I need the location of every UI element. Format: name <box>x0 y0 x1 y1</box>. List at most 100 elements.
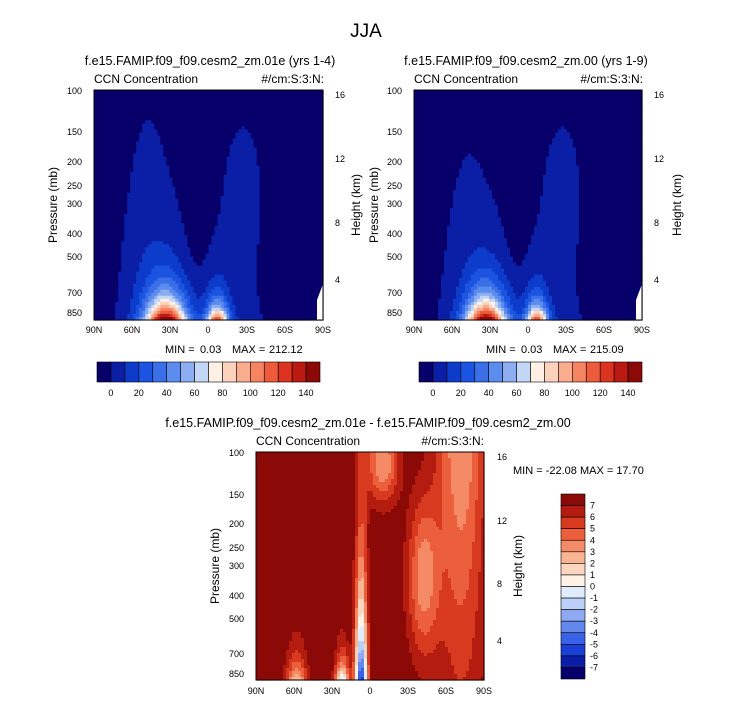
contour-cell <box>127 189 131 194</box>
contour-cell <box>295 183 300 188</box>
contour-cell <box>241 214 246 218</box>
contour-cell <box>181 211 185 215</box>
contour-cell <box>163 147 167 152</box>
contour-cell <box>280 259 285 264</box>
contour-cell <box>304 244 309 248</box>
contour-cell <box>307 90 312 94</box>
contour-cell <box>235 168 240 173</box>
contour-cell <box>265 120 270 124</box>
contour-cell <box>250 244 255 248</box>
contour-cell <box>262 93 267 97</box>
contour-cell <box>274 265 279 270</box>
contour-cell <box>283 135 288 140</box>
contour-cell <box>115 177 119 182</box>
contour-cell <box>214 171 219 176</box>
contour-cell <box>292 120 297 124</box>
contour-cell <box>277 129 282 133</box>
contour-cell <box>139 253 143 258</box>
contour-cell <box>271 162 276 167</box>
contour-cell <box>166 198 170 203</box>
contour-cell <box>109 244 113 248</box>
contour-cell <box>115 232 119 236</box>
contour-cell <box>250 283 255 288</box>
contour-cell <box>250 108 255 112</box>
contour-cell <box>274 132 279 136</box>
contour-cell <box>181 126 185 130</box>
contour-cell <box>319 214 324 218</box>
contour-cell <box>304 126 309 130</box>
contour-cell <box>313 256 318 261</box>
contour-cell <box>127 141 131 146</box>
contour-cell <box>94 153 98 158</box>
contour-cell <box>226 226 231 230</box>
contour-cell <box>166 99 170 103</box>
contour-cell <box>220 153 225 158</box>
contour-cell <box>277 126 282 130</box>
contour-cell <box>205 198 210 203</box>
contour-cell <box>292 147 297 152</box>
contour-cell <box>109 201 113 206</box>
contour-cell <box>190 123 195 127</box>
contour-cell <box>316 168 321 173</box>
contour-cell <box>166 96 170 100</box>
contour-cell <box>178 259 182 264</box>
contour-cell <box>205 165 210 170</box>
contour-cell <box>148 189 152 194</box>
contour-cell <box>316 265 321 270</box>
contour-cell <box>184 96 188 100</box>
contour-cell <box>292 93 297 97</box>
contour-cell <box>220 114 225 118</box>
contour-cell <box>310 159 315 164</box>
contour-cell <box>262 226 267 230</box>
contour-cell <box>274 138 279 143</box>
contour-cell <box>193 223 198 227</box>
contour-cell <box>163 268 167 273</box>
contour-cell <box>205 159 210 164</box>
contour-cell <box>133 262 137 267</box>
contour-cell <box>139 189 143 194</box>
contour-cell <box>238 268 243 273</box>
contour-cell <box>112 256 116 261</box>
contour-cell <box>289 201 294 206</box>
contour-cell <box>100 259 104 264</box>
contour-cell <box>289 174 294 179</box>
contour-cell <box>277 232 282 236</box>
contour-cell <box>247 168 252 173</box>
contour-cell <box>226 153 231 158</box>
contour-cell <box>148 283 152 288</box>
contour-cell <box>283 235 288 239</box>
contour-cell <box>184 90 188 94</box>
contour-cell <box>208 135 213 140</box>
contour-cell <box>256 93 261 97</box>
contour-cell <box>295 132 300 136</box>
contour-cell <box>292 99 297 103</box>
contour-cell <box>190 174 195 179</box>
contour-cell <box>190 132 195 136</box>
contour-cell <box>262 256 267 261</box>
contour-cell <box>130 244 134 248</box>
contour-cell <box>208 280 213 285</box>
contour-cell <box>118 274 122 279</box>
contour-cell <box>205 186 210 191</box>
contour-cell <box>208 244 213 248</box>
contour-cell <box>319 195 324 200</box>
contour-cell <box>208 171 213 176</box>
contour-cell <box>184 120 188 124</box>
contour-cell <box>175 198 179 203</box>
contour-cell <box>127 192 131 197</box>
contour-cell <box>166 114 170 118</box>
contour-cell <box>172 144 176 149</box>
contour-cell <box>145 271 149 276</box>
contour-cell <box>160 274 164 279</box>
contour-cell <box>280 189 285 194</box>
contour-cell <box>274 90 279 94</box>
contour-cell <box>178 171 182 176</box>
contour-cell <box>274 108 279 112</box>
contour-cell <box>130 159 134 164</box>
contour-cell <box>295 247 300 251</box>
contour-cell <box>316 217 321 221</box>
contour-cell <box>97 229 101 233</box>
contour-cell <box>94 235 98 239</box>
contour-cell <box>136 117 140 121</box>
contour-cell <box>199 256 204 261</box>
